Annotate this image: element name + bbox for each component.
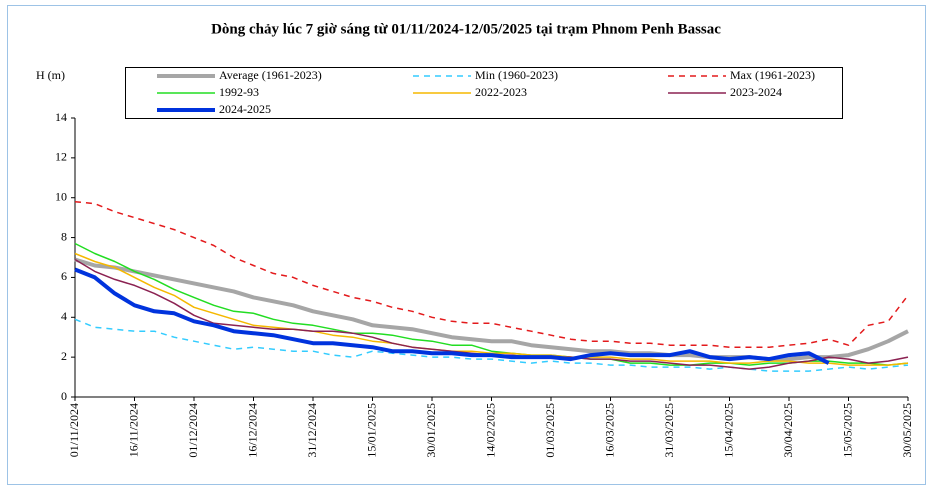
x-tick-label: 30/04/2025 — [781, 403, 795, 458]
series-line — [74, 200, 909, 348]
series-line — [74, 267, 830, 365]
chart-title: Dòng chảy lúc 7 giờ sáng từ 01/11/2024-1… — [211, 21, 721, 37]
x-tick-label: 01/12/2024 — [186, 403, 200, 458]
legend-label: 1992-93 — [219, 85, 259, 99]
x-tick-label: 31/12/2024 — [305, 403, 319, 458]
legend-label: Average (1961-2023) — [219, 68, 322, 82]
x-tick-label: 14/02/2025 — [483, 403, 497, 458]
x-tick-label: 31/03/2025 — [662, 403, 676, 458]
y-tick-label: 12 — [55, 150, 67, 164]
x-tick-label: 01/03/2025 — [543, 403, 557, 458]
legend-label: Min (1960-2023) — [475, 68, 558, 82]
legend-label: 2023-2024 — [730, 85, 782, 99]
x-tick-label: 16/03/2025 — [602, 403, 616, 458]
x-tick-label: 15/01/2025 — [364, 403, 378, 458]
y-tick-label: 8 — [61, 229, 67, 243]
y-tick-label: 14 — [55, 110, 67, 124]
x-tick-label: 30/01/2025 — [424, 403, 438, 458]
y-tick-label: 0 — [61, 389, 67, 403]
legend-label: 2022-2023 — [475, 85, 527, 99]
y-axis-label: H (m) — [36, 68, 65, 82]
y-tick-label: 4 — [61, 309, 67, 323]
y-tick-label: 2 — [61, 349, 67, 363]
x-tick-label: 30/05/2025 — [900, 403, 914, 458]
legend-label: Max (1961-2023) — [730, 68, 815, 82]
x-tick-label: 16/11/2024 — [126, 403, 140, 457]
x-tick-label: 01/11/2024 — [67, 403, 81, 457]
y-tick-label: 6 — [61, 269, 67, 283]
series-line — [74, 242, 909, 366]
series-line — [74, 318, 909, 372]
x-tick-label: 16/12/2024 — [245, 403, 259, 458]
legend-label: 2024-2025 — [219, 102, 271, 116]
y-tick-label: 10 — [55, 189, 67, 203]
x-tick-label: 15/05/2025 — [840, 403, 854, 458]
x-tick-label: 15/04/2025 — [721, 403, 735, 458]
